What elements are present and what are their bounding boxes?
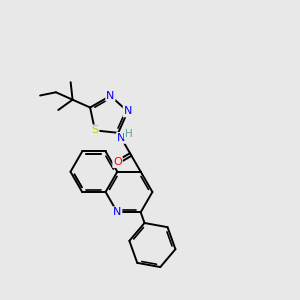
Text: H: H	[124, 129, 132, 139]
Text: O: O	[113, 157, 122, 167]
Text: N: N	[117, 133, 125, 143]
Text: N: N	[106, 91, 115, 101]
Text: N: N	[124, 106, 132, 116]
Text: N: N	[113, 207, 122, 217]
Text: S: S	[92, 125, 98, 135]
